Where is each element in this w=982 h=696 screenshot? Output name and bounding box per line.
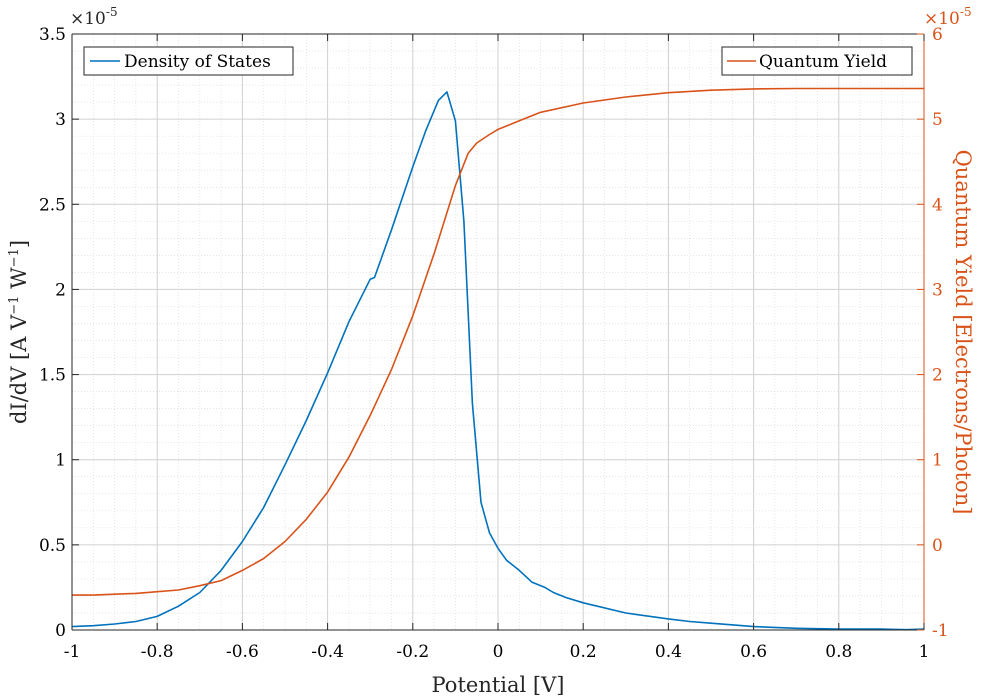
- left-y-tick-label: 2: [55, 280, 66, 300]
- right-y-tick-label: 1: [932, 451, 943, 471]
- left-y-tick-label: 2.5: [39, 195, 66, 215]
- right-y-tick-label: 4: [932, 195, 943, 215]
- left-y-tick-label: 0: [55, 621, 66, 641]
- right-y-tick-label: 3: [932, 280, 943, 300]
- x-tick-label: 0.6: [740, 642, 767, 662]
- left-y-tick-label: 1: [55, 451, 66, 471]
- x-tick-label: -0.6: [226, 642, 259, 662]
- left-y-tick-label: 0.5: [39, 536, 66, 556]
- x-tick-label: 0.4: [655, 642, 682, 662]
- x-tick-label: -0.2: [396, 642, 429, 662]
- left-axis-label: dI/dV [A V−1 W−1]: [7, 240, 31, 424]
- x-axis-label: Potential [V]: [432, 673, 565, 696]
- right-y-tick-label: 2: [932, 366, 943, 386]
- legend-quantum-yield: Quantum Yield: [721, 46, 913, 76]
- right-axis-label: Quantum Yield [Electrons/Photon]: [951, 150, 975, 515]
- x-tick-label: -0.8: [141, 642, 174, 662]
- x-tick-label: -1: [64, 642, 81, 662]
- right-exponent-label: ×10-5: [924, 5, 972, 29]
- left-y-tick-label: 3: [55, 110, 66, 130]
- x-tick-label: 0.2: [570, 642, 597, 662]
- x-tick-label: -0.4: [311, 642, 344, 662]
- series-line-density-of-states: [71, 91, 925, 631]
- right-y-tick-label: -1: [932, 621, 949, 641]
- left-y-tick-label: 1.5: [39, 366, 66, 386]
- axes-layer: [71, 33, 925, 631]
- left-exponent-label: ×10-5: [70, 5, 118, 29]
- right-y-tick-label: 6: [932, 25, 943, 45]
- x-tick-label: 0.8: [825, 642, 852, 662]
- x-tick-label: 1: [919, 642, 930, 662]
- tick-labels: -1 -0.8 -0.6 -0.4 -0.2 0 0.2 0.4 0.6 0.8 1 0 0.5 1 1.5…: [39, 25, 949, 662]
- x-tick-label: 0: [493, 642, 504, 662]
- legend-label-quantum: Quantum Yield: [759, 52, 887, 72]
- legend-density-of-states: Density of States: [83, 46, 294, 76]
- series-layer: [71, 87, 925, 631]
- legend-label-density: Density of States: [124, 52, 271, 72]
- right-y-tick-label: 5: [932, 110, 943, 130]
- series-line-quantum-yield: [72, 87, 924, 596]
- right-y-tick-label: 0: [932, 536, 943, 556]
- left-y-tick-label: 3.5: [39, 25, 66, 45]
